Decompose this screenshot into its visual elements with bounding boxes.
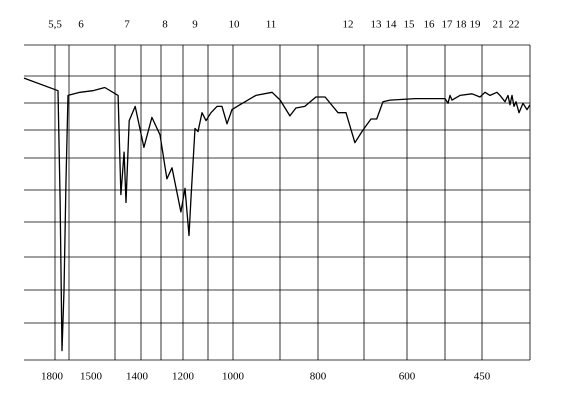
x-tick-label: 1400 <box>126 371 149 383</box>
top-tick-label: 13 <box>371 19 383 31</box>
top-tick-label: 17 <box>442 19 454 31</box>
top-tick-label: 11 <box>266 19 277 31</box>
top-tick-label: 18 <box>456 19 468 31</box>
top-tick-label: 22 <box>509 19 520 31</box>
x-tick-label: 1500 <box>80 371 103 383</box>
x-tick-label: 800 <box>310 371 327 383</box>
top-tick-label: 16 <box>424 19 436 31</box>
x-tick-label: 1200 <box>172 371 195 383</box>
top-tick-label: 8 <box>162 19 168 31</box>
top-tick-label: 15 <box>404 19 416 31</box>
top-tick-label: 14 <box>386 19 398 31</box>
top-tick-label: 19 <box>470 19 482 31</box>
spectrum-line <box>23 77 531 352</box>
x-tick-label: 1000 <box>222 371 245 383</box>
top-tick-label: 7 <box>124 19 130 31</box>
x-tick-label: 450 <box>474 371 491 383</box>
top-tick-label: 12 <box>343 19 354 31</box>
x-tick-label: 1800 <box>41 371 64 383</box>
top-tick-label: 5,5 <box>48 19 62 31</box>
top-tick-label: 10 <box>229 19 241 31</box>
top-tick-label: 9 <box>192 19 198 31</box>
top-tick-label: 6 <box>78 19 84 31</box>
top-tick-label: 21 <box>493 19 504 31</box>
x-tick-label: 600 <box>399 371 416 383</box>
